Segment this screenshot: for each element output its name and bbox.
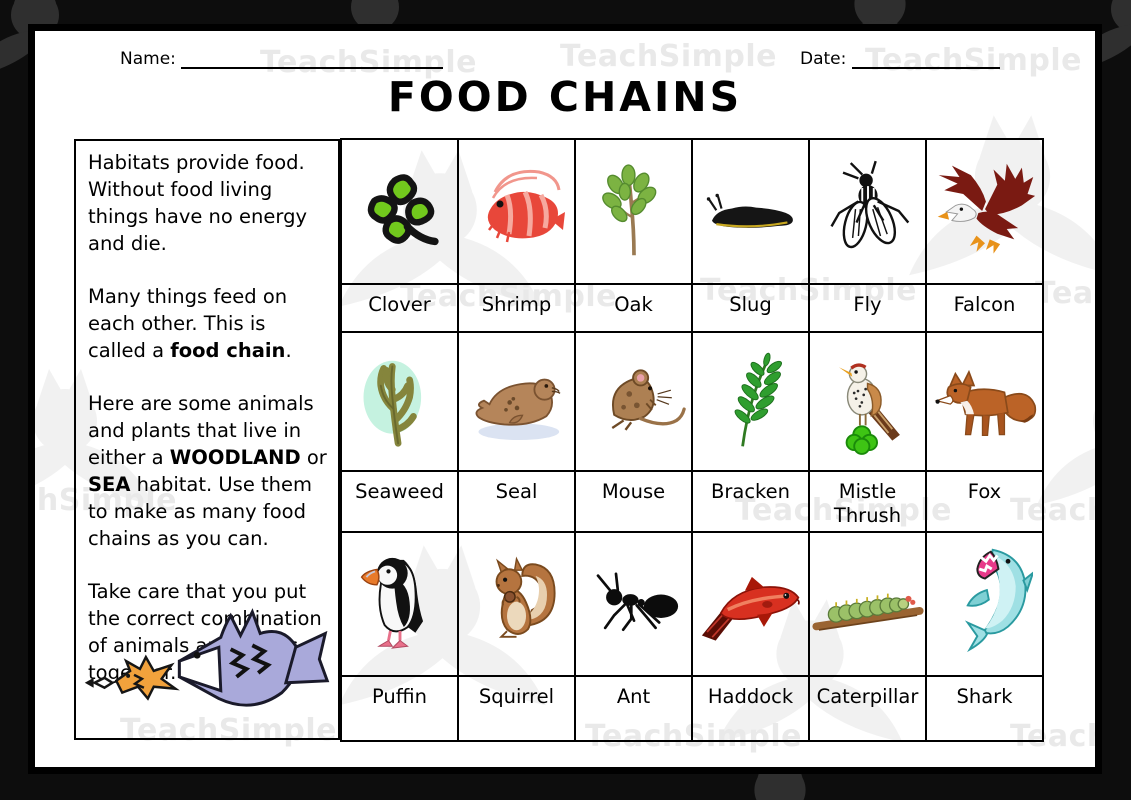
shark-icon — [964, 548, 1033, 653]
date-field: Date: — [800, 49, 1000, 69]
name-field: Name: — [120, 49, 444, 69]
card-label: Oak — [574, 283, 693, 333]
mistle-thrush-icon — [838, 362, 900, 455]
card-image-cell — [808, 138, 927, 285]
food-chain-card-grid: Clover Shrimp Oak Slug Fly Falcon — [340, 138, 1044, 742]
card-image-cell — [691, 138, 810, 285]
card-label: Shrimp — [457, 283, 576, 333]
fox-icon — [934, 369, 1036, 436]
slug-icon — [706, 193, 793, 228]
card-image-cell — [691, 531, 810, 677]
instructions-box: Habitats provide food. Without food livi… — [74, 139, 340, 740]
card-label: Mouse — [574, 470, 693, 533]
card-image-cell — [925, 138, 1044, 285]
oak-icon — [601, 163, 656, 255]
card-label: Slug — [691, 283, 810, 333]
card-image-cell — [340, 138, 459, 285]
instruction-paragraph: Habitats provide food. Without food livi… — [88, 151, 307, 255]
puffin-icon — [360, 557, 423, 649]
card-image-cell — [457, 331, 576, 472]
clover-icon — [367, 173, 439, 245]
card-label: Seaweed — [340, 470, 459, 533]
seal-icon — [475, 378, 560, 440]
card-image-cell — [457, 531, 576, 677]
card-label: Squirrel — [457, 675, 576, 742]
instruction-paragraph: Here are some animals and plants that li… — [88, 392, 327, 550]
card-label: Falcon — [925, 283, 1044, 333]
name-label: Name: — [120, 49, 176, 69]
card-label: Seal — [457, 470, 576, 533]
card-image-cell — [574, 331, 693, 472]
instruction-paragraph: Many things feed on each other. This is … — [88, 285, 292, 362]
card-label: Fox — [925, 470, 1044, 533]
worksheet-page: TeachSimple TeachSimple TeachSimple Teac… — [28, 24, 1102, 774]
card-image-cell — [691, 331, 810, 472]
ant-icon — [596, 572, 678, 631]
fly-icon — [829, 160, 909, 248]
caterpillar-icon — [811, 593, 924, 631]
card-image-cell — [925, 331, 1044, 472]
page-title: FOOD CHAINS — [387, 73, 743, 121]
card-image-cell — [808, 331, 927, 472]
card-label: Puffin — [340, 675, 459, 742]
seaweed-icon — [363, 360, 421, 447]
falcon-icon — [937, 163, 1035, 254]
card-image-cell — [925, 531, 1044, 677]
card-label: Shark — [925, 675, 1044, 742]
card-image-cell — [457, 138, 576, 285]
card-label: Haddock — [691, 675, 810, 742]
fish-food-chain-illustration-icon — [84, 608, 330, 707]
mouse-icon — [611, 368, 686, 431]
haddock-icon — [701, 576, 800, 641]
date-label: Date: — [800, 49, 847, 69]
card-label: Bracken — [691, 470, 810, 533]
shrimp-icon — [487, 169, 565, 242]
card-image-cell — [574, 138, 693, 285]
card-label: Mistle Thrush — [808, 470, 927, 533]
date-input-blank[interactable] — [851, 51, 1000, 69]
card-image-cell — [808, 531, 927, 677]
card-label: Fly — [808, 283, 927, 333]
bracken-icon — [734, 352, 782, 447]
card-image-cell — [574, 531, 693, 677]
card-label: Ant — [574, 675, 693, 742]
card-image-cell — [340, 531, 459, 677]
name-input-blank[interactable] — [181, 51, 444, 69]
card-label: Caterpillar — [808, 675, 927, 742]
card-label: Clover — [340, 283, 459, 333]
squirrel-icon — [495, 556, 556, 638]
card-image-cell — [340, 331, 459, 472]
